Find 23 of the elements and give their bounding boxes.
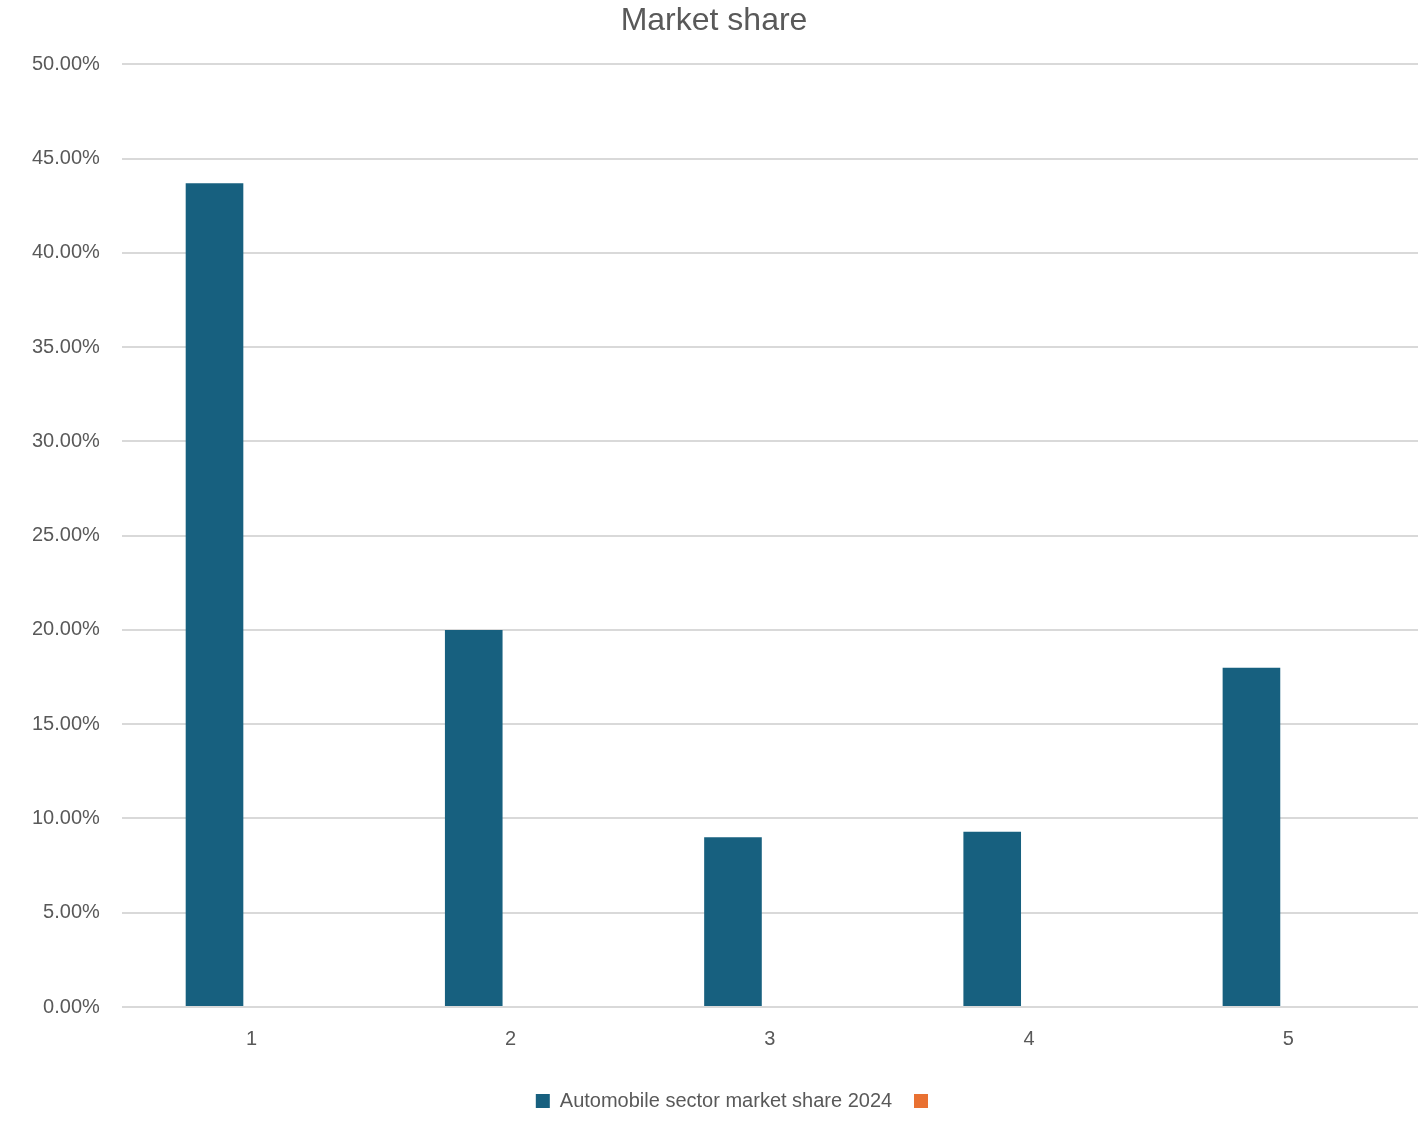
chart-title: Market share — [620, 1, 808, 38]
y-tick-label: 15.00% — [31, 711, 101, 734]
x-tick-label: 1 — [245, 1026, 258, 1049]
bar — [963, 831, 1022, 1006]
y-tick-label: 0.00% — [43, 994, 101, 1017]
y-tick-label: 30.00% — [31, 428, 101, 451]
bar — [704, 837, 762, 1006]
bar — [185, 183, 244, 1006]
y-tick-label: 20.00% — [31, 617, 101, 640]
x-tick-label: 4 — [1023, 1026, 1035, 1049]
x-tick-label: 3 — [764, 1026, 776, 1049]
y-tick-label: 50.00% — [31, 51, 101, 74]
x-tick-label: 5 — [1282, 1026, 1294, 1049]
x-tick-label: 2 — [505, 1026, 517, 1049]
y-tick-label: 35.00% — [31, 334, 101, 357]
legend-label: Automobile sector market share 2024 — [559, 1088, 893, 1111]
y-tick-label: 10.00% — [31, 806, 101, 828]
y-tick-label: 25.00% — [31, 523, 101, 546]
bar — [444, 629, 503, 1006]
y-tick-label: 40.00% — [31, 240, 101, 263]
y-tick-label: 45.00% — [31, 146, 101, 169]
bar — [1222, 667, 1281, 1006]
y-tick-label: 5.00% — [43, 900, 101, 923]
